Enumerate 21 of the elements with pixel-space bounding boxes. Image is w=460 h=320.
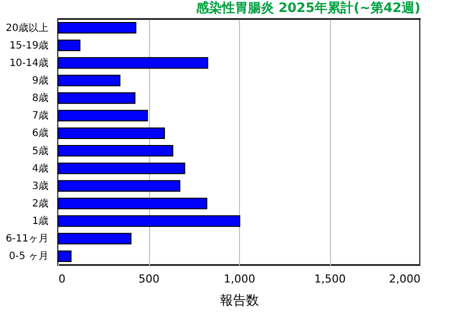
y-tick-label: 6-11ヶ月 [6,234,48,245]
y-tick-label: 9歳 [32,74,48,86]
chart-title: 感染性胃腸炎 2025年累計(~第42週) [194,0,420,16]
y-tick-label: 3歳 [32,180,48,192]
y-tick-label: 0-5 ヶ月 [8,251,48,262]
y-tick-label: 20歳以上 [6,22,48,34]
y-tick-label: 8歳 [32,92,48,104]
y-tick-label: 10-14歳 [9,56,48,69]
y-tick-label: 1歳 [32,215,48,228]
x-tick-label: 0 [58,272,66,286]
x-tick-label: 2,000 [389,272,420,286]
x-tick-label: 500 [138,272,160,286]
x-tick-label: 1,000 [224,272,256,286]
y-tick-label: 6歳 [32,127,48,140]
y-tick-label: 5歳 [32,144,48,157]
y-tick-label: 7歳 [32,110,48,122]
y-tick-label: 2歳 [32,198,48,210]
x-tick-label: 1,500 [314,272,346,286]
y-tick-label: 4歳 [32,162,48,174]
y-tick-label: 15-19歳 [9,39,48,52]
x-axis-title: 報告数 [220,294,259,308]
